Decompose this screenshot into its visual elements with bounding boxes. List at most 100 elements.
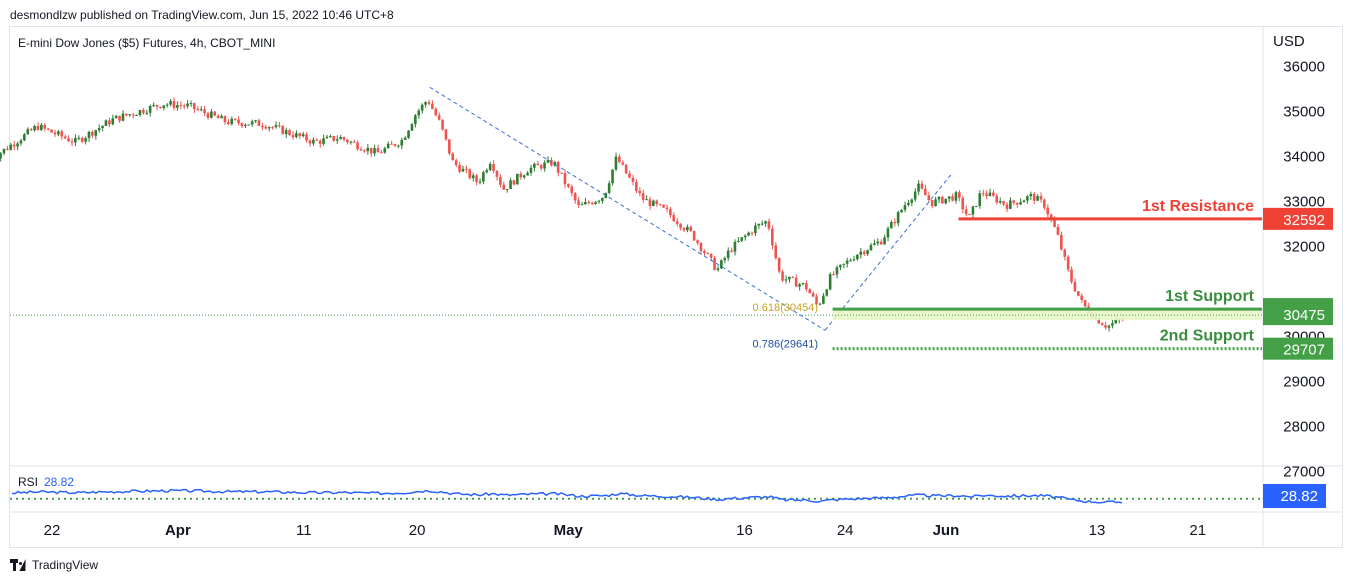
candle-body	[145, 112, 149, 114]
candle-body	[67, 138, 70, 142]
candle-body	[176, 105, 179, 108]
support-zone	[832, 309, 1262, 321]
candle-body	[791, 276, 795, 278]
candle-body	[74, 138, 77, 143]
x-tick-label: 24	[837, 522, 854, 539]
candle-body	[777, 258, 781, 272]
candle-body	[781, 271, 784, 281]
candle-body	[444, 129, 448, 140]
candle-body	[223, 116, 227, 123]
candle-body	[648, 199, 652, 206]
candle-body	[165, 104, 169, 106]
candle-body	[1043, 199, 1046, 208]
candle-body	[461, 168, 465, 172]
candle-body	[539, 165, 543, 169]
level-name: 1st Resistance	[1142, 198, 1254, 215]
candle-body	[431, 103, 434, 109]
candle-body	[254, 120, 257, 122]
candle-body	[159, 106, 162, 109]
candle-body	[913, 191, 917, 200]
candle-body	[97, 128, 101, 131]
candle-body	[210, 111, 213, 118]
candle-body	[288, 130, 291, 135]
candle-body	[662, 204, 665, 208]
candle-body	[172, 101, 176, 108]
candle-body	[403, 137, 407, 140]
y-tick-label: 27000	[1283, 464, 1325, 481]
candle-body	[750, 232, 754, 234]
candle-body	[162, 105, 166, 109]
footer-brand[interactable]: TradingView	[10, 558, 98, 572]
candle-body	[434, 108, 438, 116]
candle-body	[50, 129, 53, 133]
candle-body	[536, 163, 540, 166]
candle-body	[577, 200, 580, 205]
candle-body	[80, 137, 84, 142]
level-name: 2nd Support	[1160, 328, 1255, 345]
candle-body	[267, 127, 271, 129]
candle-body	[958, 192, 961, 198]
candle-body	[87, 131, 91, 139]
candle-body	[862, 251, 866, 254]
candle-body	[1056, 226, 1060, 235]
candle-body	[1049, 214, 1053, 220]
candle-body	[590, 203, 594, 205]
x-tick-label: 16	[736, 522, 753, 539]
candle-body	[366, 147, 370, 152]
candle-body	[1060, 234, 1063, 250]
candle-body	[856, 254, 859, 260]
candle-body	[1039, 196, 1043, 200]
candle-body	[903, 205, 907, 210]
candle-body	[57, 131, 60, 135]
candle-body	[193, 103, 196, 109]
x-tick-label: 11	[296, 522, 312, 539]
candle-body	[485, 170, 489, 173]
candle-body	[135, 115, 138, 117]
candle-body	[179, 105, 183, 107]
candle-body	[638, 190, 642, 194]
candle-body	[499, 176, 502, 185]
trend-line-down	[429, 86, 826, 331]
candle-body	[985, 193, 988, 197]
candle-body	[1009, 200, 1012, 209]
candle-body	[737, 240, 740, 242]
candle-body	[839, 264, 842, 268]
candle-body	[291, 134, 295, 138]
candle-body	[349, 141, 353, 143]
candle-body	[835, 267, 839, 275]
candle-body	[733, 241, 737, 252]
candle-body	[505, 189, 509, 191]
y-tick-label: 33000	[1283, 194, 1325, 211]
candle-body	[356, 142, 359, 150]
symbol-title: E-mini Dow Jones ($5) Futures, 4h, CBOT_…	[18, 36, 276, 50]
candle-body	[261, 125, 264, 127]
candle-body	[832, 274, 835, 276]
candle-body	[91, 131, 94, 136]
candle-body	[342, 137, 346, 140]
candle-body	[1097, 317, 1101, 324]
level-price-badge	[1263, 207, 1333, 230]
level-price-label: 29707	[1283, 342, 1325, 359]
candle-body	[1073, 282, 1077, 292]
candle-body	[1019, 202, 1022, 205]
candle-body	[611, 169, 614, 184]
candle-body	[896, 212, 900, 224]
x-tick-label: May	[554, 522, 584, 539]
candle-body	[12, 144, 16, 147]
candle-body	[890, 222, 893, 229]
candle-body	[2, 148, 6, 154]
candle-body	[94, 130, 98, 136]
candle-body	[454, 160, 458, 165]
candle-body	[383, 148, 387, 153]
candle-body	[128, 114, 132, 116]
y-tick-label: 28000	[1283, 419, 1325, 436]
candle-body	[203, 109, 206, 114]
candle-body	[743, 235, 747, 238]
candle-body	[206, 113, 210, 118]
candle-body	[900, 209, 903, 213]
candle-body	[458, 164, 461, 172]
candle-body	[478, 181, 482, 183]
candle-body	[628, 173, 631, 178]
candle-body	[182, 105, 186, 107]
